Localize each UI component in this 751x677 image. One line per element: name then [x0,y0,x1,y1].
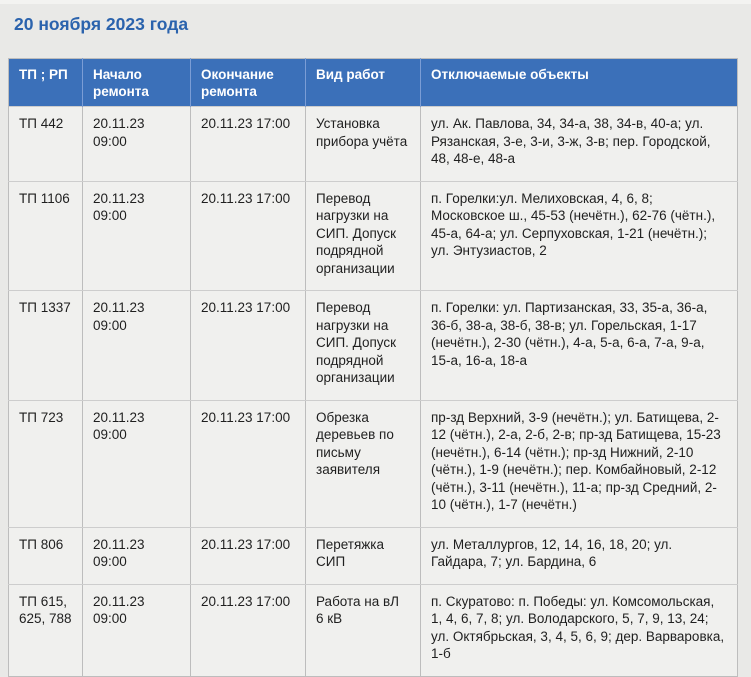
cell-tp: ТП 1106 [8,180,83,291]
header-cell-start: Начало ремонта [82,58,191,107]
cell-objects: п. Горелки:ул. Мелиховская, 4, 6, 8; Мос… [420,180,738,291]
table-row: ТП 806 20.11.23 09:00 20.11.23 17:00 Пер… [8,526,738,585]
table-header-row: ТП ; РП Начало ремонта Окончание ремонта… [8,58,738,107]
cell-start: 20.11.23 09:00 [82,290,191,401]
cell-start: 20.11.23 09:00 [82,526,191,585]
cell-tp: ТП 806 [8,526,83,585]
cell-start: 20.11.23 09:00 [82,583,191,677]
cell-objects: п. Скуратово: п. Победы: ул. Комсомольск… [420,583,738,677]
cell-end: 20.11.23 17:00 [190,526,306,585]
table-row: ТП 723 20.11.23 09:00 20.11.23 17:00 Обр… [8,399,738,528]
header-cell-work: Вид работ [305,58,421,107]
table-row: ТП 1106 20.11.23 09:00 20.11.23 17:00 Пе… [8,180,738,291]
cell-work: Перевод нагрузки на СИП. Допуск подрядно… [305,180,421,291]
table-row: ТП 1337 20.11.23 09:00 20.11.23 17:00 Пе… [8,290,738,401]
cell-work: Перевод нагрузки на СИП. Допуск подрядно… [305,290,421,401]
cell-work: Перетяжка СИП [305,526,421,585]
cell-start: 20.11.23 09:00 [82,399,191,528]
header-cell-tp: ТП ; РП [8,58,83,107]
table-row: ТП 442 20.11.23 09:00 20.11.23 17:00 Уст… [8,106,738,182]
cell-end: 20.11.23 17:00 [190,290,306,401]
cell-end: 20.11.23 17:00 [190,583,306,677]
header-cell-end: Окончание ремонта [190,58,306,107]
cell-tp: ТП 615, 625, 788 [8,583,83,677]
cell-end: 20.11.23 17:00 [190,399,306,528]
cell-objects: пр-зд Верхний, 3-9 (нечётн.); ул. Батище… [420,399,738,528]
cell-objects: п. Горелки: ул. Партизанская, 33, 35-а, … [420,290,738,401]
cell-start: 20.11.23 09:00 [82,180,191,291]
page-title: 20 ноября 2023 года [14,14,189,34]
cell-end: 20.11.23 17:00 [190,106,306,182]
table-row: ТП 615, 625, 788 20.11.23 09:00 20.11.23… [8,583,738,677]
cell-end: 20.11.23 17:00 [190,180,306,291]
cell-start: 20.11.23 09:00 [82,106,191,182]
cell-objects: ул. Металлургов, 12, 14, 16, 18, 20; ул.… [420,526,738,585]
cell-work: Работа на вЛ 6 кВ [305,583,421,677]
table-body: ТП 442 20.11.23 09:00 20.11.23 17:00 Уст… [8,106,738,677]
cell-objects: ул. Ак. Павлова, 34, 34-а, 38, 34-в, 40-… [420,106,738,182]
outage-schedule-page: 20 ноября 2023 года ТП ; РП Начало ремон… [0,4,751,677]
cell-work: Обрезка деревьев по письму заявителя [305,399,421,528]
top-strip [0,0,751,4]
cell-tp: ТП 442 [8,106,83,182]
outage-table: ТП ; РП Начало ремонта Окончание ремонта… [8,58,738,677]
cell-tp: ТП 1337 [8,290,83,401]
header-cell-objects: Отключаемые объекты [420,58,738,107]
cell-work: Установка прибора учёта [305,106,421,182]
cell-tp: ТП 723 [8,399,83,528]
